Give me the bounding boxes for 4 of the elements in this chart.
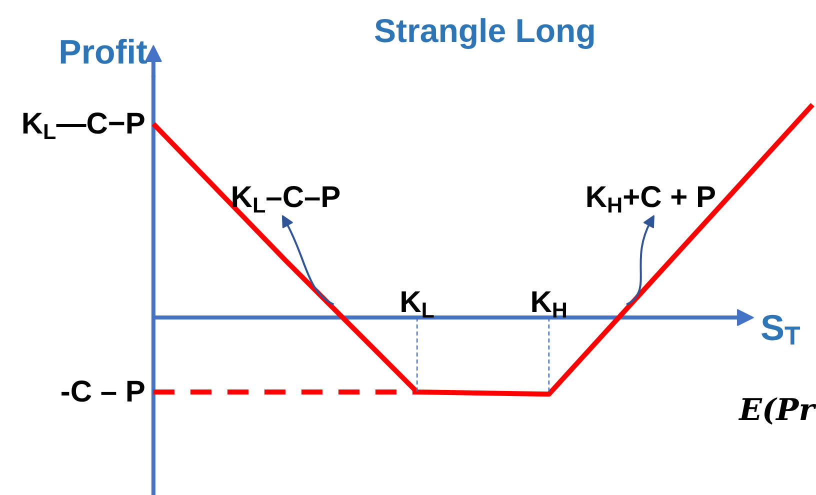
annotation: -C – P — [60, 376, 146, 409]
y-axis-title: Profit — [58, 34, 148, 72]
annotation: E(Pr — [738, 393, 816, 428]
chart-title: Strangle Long — [374, 12, 596, 49]
